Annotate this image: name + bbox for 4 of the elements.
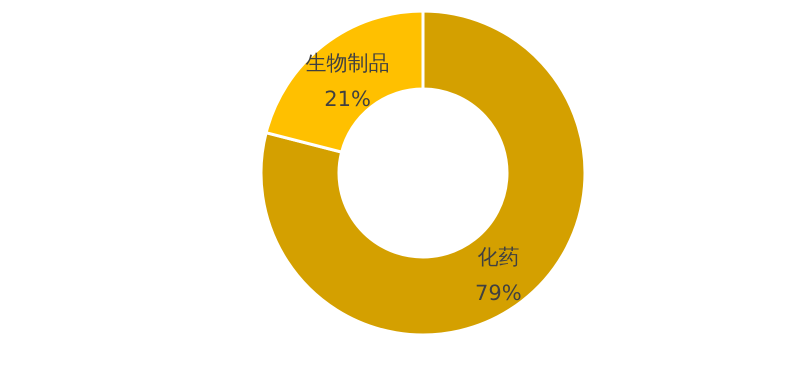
slice-label: 生物制品 [306,50,390,75]
data-label: 21% [324,86,371,111]
slice-label: 化药 [477,245,520,270]
data-label: 79% [475,281,522,306]
